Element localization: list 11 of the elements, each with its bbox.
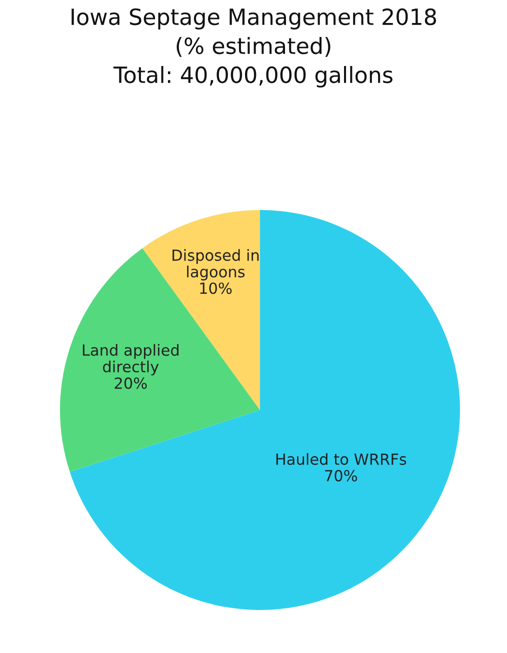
text: Total: 40,000,000 gallons: [113, 66, 392, 88]
data-label: 70%: [325, 470, 358, 482]
chart-title: Iowa Septage Management 2018: [72, 8, 436, 30]
data-label: 10%: [200, 282, 232, 294]
slice-label: Disposed in lagoons: [172, 249, 259, 280]
pie-slice: [60, 248, 260, 472]
pie-slice: [70, 210, 460, 610]
data-label: 20%: [114, 377, 147, 389]
slice-label: Hauled to WRRFs: [276, 453, 406, 465]
slice-label: Land applied directly: [82, 344, 178, 376]
chart-subtitle: (% estimated): [176, 37, 330, 57]
